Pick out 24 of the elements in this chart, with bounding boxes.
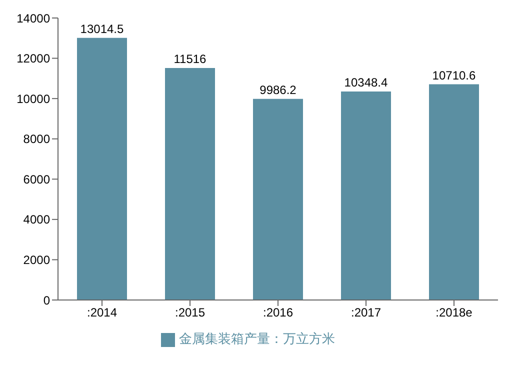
y-tick-label: 6000 bbox=[23, 172, 50, 186]
data-label: 10710.6 bbox=[432, 68, 476, 82]
y-tick-label: 12000 bbox=[16, 52, 50, 66]
y-tick-label: 0 bbox=[43, 293, 50, 308]
x-tick-label: :2017 bbox=[350, 306, 382, 320]
data-label: 9986.2 bbox=[260, 82, 297, 97]
y-tick-label: 10000 bbox=[16, 92, 50, 106]
bar bbox=[165, 68, 215, 300]
data-label: 13014.5 bbox=[80, 22, 124, 36]
y-tick-label: 4000 bbox=[23, 212, 50, 227]
bar bbox=[77, 38, 127, 300]
x-tick-label: :2014 bbox=[86, 306, 118, 320]
y-tick-label: 14000 bbox=[16, 11, 50, 26]
bar bbox=[429, 84, 479, 300]
y-tick-label: 2000 bbox=[23, 252, 50, 267]
bar bbox=[253, 98, 303, 300]
x-tick-label: :2015 bbox=[174, 306, 206, 320]
y-tick-label: 8000 bbox=[23, 132, 50, 146]
legend-label: 金属集装箱产量：万立方米 bbox=[179, 331, 335, 346]
x-tick-label: :2016 bbox=[262, 306, 294, 320]
x-tick-label: :2018e bbox=[436, 306, 473, 320]
bar bbox=[341, 92, 391, 300]
data-label: 11516 bbox=[174, 52, 207, 66]
data-label: 10348.4 bbox=[344, 76, 388, 90]
